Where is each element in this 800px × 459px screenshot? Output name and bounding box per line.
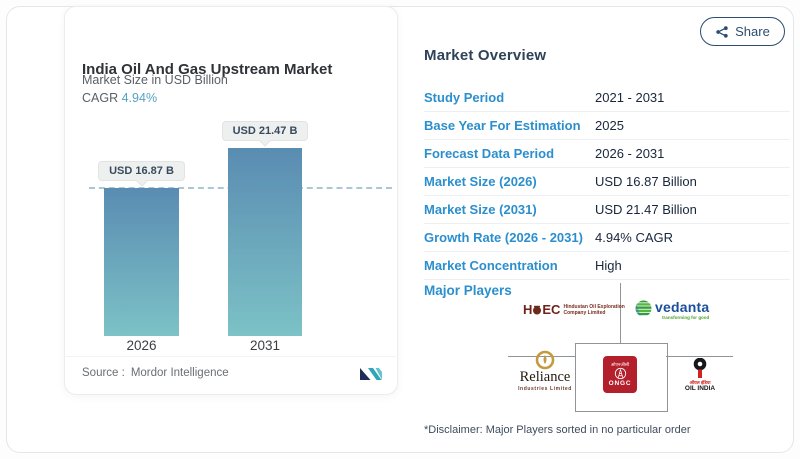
table-row: Market Concentration High <box>424 252 790 280</box>
row-label: Study Period <box>424 90 505 105</box>
connector-line-right <box>666 356 733 357</box>
row-label: Forecast Data Period <box>424 146 555 161</box>
bar-group-2026: USD 16.87 B <box>98 161 185 336</box>
row-label: Market Size (2026) <box>424 174 537 189</box>
source-divider <box>66 356 396 357</box>
ongc-derrick-icon <box>614 367 626 380</box>
bar-value-text: USD 21.47 B <box>232 125 298 137</box>
row-label: Growth Rate (2026 - 2031) <box>424 230 583 245</box>
reliance-logo: Reliance Industries Limited <box>508 350 582 392</box>
bar-2026[interactable] <box>104 188 179 336</box>
bar-value-label-2031: USD 21.47 B <box>221 121 309 147</box>
chart-title: India Oil And Gas Upstream Market <box>82 61 333 79</box>
bar-value-text: USD 16.87 B <box>109 165 174 178</box>
row-value: 2026 - 2031 <box>595 146 665 161</box>
table-row: Study Period 2021 - 2031 <box>424 84 790 112</box>
bar-group-2031: USD 21.47 B <box>221 121 309 336</box>
disclaimer-text: *Disclaimer: Major Players sorted in no … <box>424 424 691 436</box>
row-label: Market Concentration <box>424 258 558 273</box>
source-value: Mordor Intelligence <box>130 367 229 379</box>
table-row: Growth Rate (2026 - 2031) 4.94% CAGR <box>424 224 790 252</box>
x-axis-label-2031: 2031 <box>249 338 281 353</box>
row-value: USD 16.87 Billion <box>595 174 697 189</box>
chart-card: India Oil And Gas Upstream Market Market… <box>64 6 398 395</box>
hoec-text: Hindustan Oil Exploration Company Limite… <box>563 304 625 316</box>
bar-chart: USD 16.87 B USD 21.47 B 2026 2031 <box>65 7 397 394</box>
row-value: 2025 <box>595 118 624 133</box>
share-button[interactable]: Share <box>700 17 785 46</box>
share-button-label: Share <box>735 24 770 39</box>
x-axis-label-2026: 2026 <box>126 338 157 353</box>
oil-india-emblem-icon <box>693 358 707 378</box>
source-label: Source : <box>82 367 125 379</box>
oil-india-logo: ऑयल इंडिया OIL INDIA <box>679 358 721 392</box>
table-row: Market Size (2031) USD 21.47 Billion <box>424 196 790 224</box>
major-players-label: Major Players <box>424 283 512 298</box>
table-row: Forecast Data Period 2026 - 2031 <box>424 140 790 168</box>
cagr-label: CAGR <box>82 91 119 105</box>
bar-2031[interactable] <box>228 148 302 336</box>
cagr-value: 4.94% <box>121 91 158 105</box>
hoec-monogram: H EC <box>523 302 561 317</box>
ongc-logo: ओएनजीसी ONGC <box>603 356 637 393</box>
table-row: Market Size (2026) USD 16.87 Billion <box>424 168 790 196</box>
market-overview-panel: Market Overview Study Period 2021 - 2031… <box>424 47 790 452</box>
major-players-diagram: H EC Hindustan Oil Exploration Company L… <box>424 47 790 452</box>
chart-cagr: CAGR 4.94% <box>82 91 157 105</box>
mordor-intelligence-logo <box>360 368 382 380</box>
vedanta-text: vedanta transforming for good <box>655 299 710 320</box>
chart-subtitle: Market Size in USD Billion <box>82 73 228 87</box>
hoec-globe-icon <box>533 305 542 314</box>
overview-table: Study Period 2021 - 2031 Base Year For E… <box>424 84 790 280</box>
table-row: Base Year For Estimation 2025 <box>424 112 790 140</box>
source-row: Source : Mordor Intelligence <box>82 362 384 384</box>
reliance-emblem-icon <box>535 350 555 370</box>
overview-title: Market Overview <box>424 47 547 64</box>
connector-line-left <box>508 356 575 357</box>
row-label: Market Size (2031) <box>424 202 537 217</box>
vedanta-logo: vedanta transforming for good <box>635 300 709 320</box>
row-label: Base Year For Estimation <box>424 118 581 133</box>
row-value: USD 21.47 Billion <box>595 202 697 217</box>
row-value: 4.94% CAGR <box>595 230 674 245</box>
bar-value-label-2026: USD 16.87 B <box>98 161 185 187</box>
row-value: 2021 - 2031 <box>595 90 665 105</box>
share-icon <box>716 25 728 38</box>
vedanta-globe-icon <box>635 300 652 317</box>
connector-line-vertical <box>620 283 621 343</box>
row-value: High <box>595 258 622 273</box>
hoec-logo: H EC Hindustan Oil Exploration Company L… <box>523 303 625 316</box>
